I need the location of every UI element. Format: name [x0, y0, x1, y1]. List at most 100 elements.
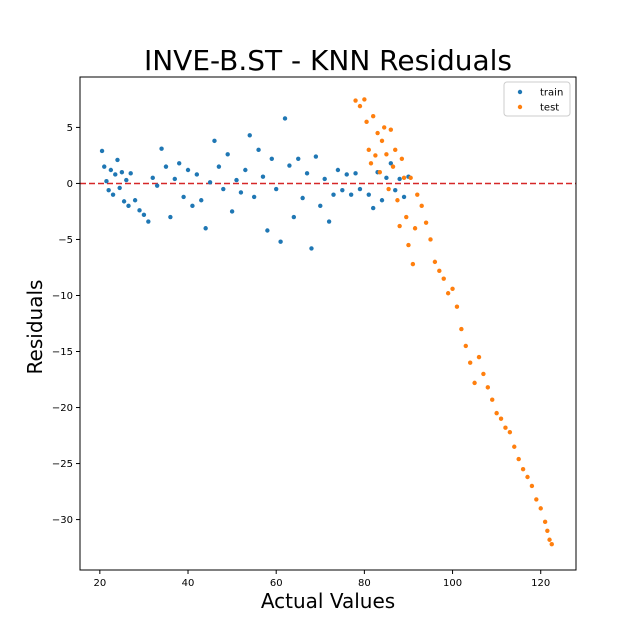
train-point: [203, 226, 208, 231]
train-point: [154, 183, 160, 188]
test-point: [498, 416, 504, 421]
test-point: [549, 542, 554, 547]
train-point: [113, 172, 118, 177]
train-point: [269, 156, 274, 161]
train-point: [393, 187, 398, 193]
train-point: [212, 138, 217, 144]
test-point: [419, 203, 424, 209]
test-point: [428, 237, 433, 242]
train-point: [326, 219, 332, 224]
train-point: [99, 148, 105, 154]
train-point: [117, 185, 122, 191]
train-point: [260, 174, 266, 179]
train-point: [181, 194, 186, 200]
train-point: [282, 116, 288, 121]
y-tick-label: −20: [52, 403, 73, 414]
train-point: [247, 133, 252, 138]
test-point: [525, 474, 530, 480]
train-point: [225, 152, 230, 157]
train-point: [384, 175, 389, 181]
train-point: [102, 164, 107, 169]
x-tick-label: 60: [270, 578, 283, 589]
test-point: [408, 175, 413, 181]
test-point: [366, 147, 371, 153]
x-tick-label: 40: [182, 578, 195, 589]
test-point: [545, 528, 550, 533]
train-point: [278, 239, 283, 244]
test-point: [415, 192, 420, 197]
test-point: [547, 537, 552, 542]
test-point: [454, 304, 460, 309]
train-point: [137, 208, 142, 213]
train-point: [251, 194, 257, 200]
test-point: [485, 385, 491, 390]
train-point: [121, 199, 127, 204]
legend-marker-train: [517, 89, 523, 95]
test-point: [472, 380, 477, 386]
test-point: [399, 156, 405, 161]
train-point: [296, 156, 301, 161]
y-tick-label: 5: [67, 123, 73, 134]
test-point: [503, 425, 508, 430]
test-point: [459, 326, 464, 332]
legend-marker-test: [517, 104, 523, 110]
test-point: [401, 175, 407, 181]
test-point: [406, 242, 411, 248]
test-point: [481, 371, 486, 377]
train-point: [287, 163, 292, 168]
train-point: [388, 161, 394, 166]
train-point: [199, 198, 204, 203]
test-point: [373, 153, 378, 158]
test-point: [490, 397, 495, 402]
test-point: [375, 130, 380, 136]
test-point: [529, 483, 535, 489]
x-tick-label: 80: [358, 578, 371, 589]
train-point: [163, 164, 169, 169]
test-point: [379, 138, 385, 144]
test-point: [388, 127, 394, 132]
train-point: [256, 147, 261, 153]
train-point: [185, 167, 191, 173]
legend-label-train: train: [540, 88, 563, 99]
x-tick-label: 100: [443, 578, 462, 589]
chart-title: INVE-B.ST - KNN Residuals: [144, 44, 512, 77]
test-point: [450, 286, 455, 291]
train-point: [348, 192, 354, 197]
train-point: [146, 219, 151, 224]
train-point: [141, 212, 147, 218]
y-tick-label: −25: [52, 459, 73, 470]
test-point: [445, 291, 451, 296]
test-point: [353, 98, 358, 103]
test-point: [437, 268, 442, 274]
train-point: [291, 214, 297, 220]
train-point: [238, 190, 244, 195]
train-point: [366, 192, 371, 197]
train-point: [273, 186, 279, 192]
test-point: [410, 261, 416, 267]
train-point: [115, 157, 120, 163]
train-point: [126, 203, 131, 209]
test-point: [404, 214, 409, 220]
axes-frame: [79, 76, 577, 571]
test-point: [432, 259, 438, 265]
test-point: [382, 125, 387, 130]
test-point: [390, 164, 396, 169]
train-point: [379, 198, 385, 203]
train-point: [108, 167, 114, 173]
train-point: [322, 176, 327, 182]
train-point: [318, 203, 323, 209]
train-point: [370, 205, 376, 211]
train-point: [300, 195, 305, 201]
test-point: [494, 410, 499, 416]
test-point: [384, 152, 389, 157]
train-point: [331, 192, 336, 197]
train-point: [128, 171, 133, 176]
test-point: [467, 360, 473, 365]
train-point: [243, 167, 248, 173]
test-point: [362, 97, 367, 102]
train-point: [168, 214, 173, 220]
test-point: [368, 161, 374, 166]
test-point: [357, 103, 363, 109]
train-point: [353, 171, 358, 176]
